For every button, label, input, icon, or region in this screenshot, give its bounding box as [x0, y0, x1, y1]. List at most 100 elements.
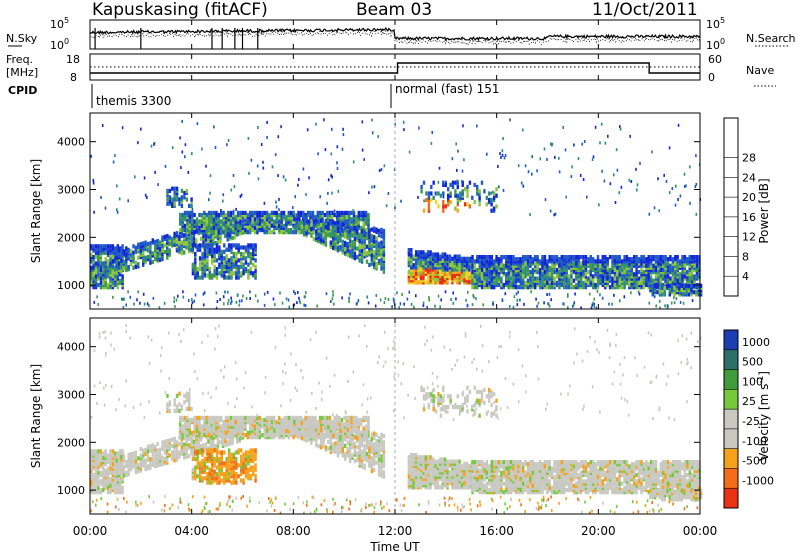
range-cell — [368, 243, 371, 248]
range-cell — [422, 252, 425, 257]
range-cell — [115, 458, 118, 463]
noise-cell — [570, 175, 573, 179]
range-cell — [666, 263, 670, 268]
range-cell — [258, 210, 261, 215]
range-cell — [180, 197, 184, 202]
range-cell — [671, 272, 675, 277]
range-cell — [215, 266, 219, 272]
range-cell — [227, 230, 230, 235]
noise-cell — [214, 146, 217, 149]
range-cell — [240, 273, 243, 278]
range-cell — [625, 259, 629, 264]
range-cell — [635, 280, 638, 285]
range-cell — [201, 251, 204, 257]
range-cell — [216, 240, 220, 245]
range-cell — [282, 428, 286, 433]
range-cell — [111, 449, 115, 454]
range-cell — [657, 276, 660, 281]
range-cell — [251, 215, 254, 220]
range-cell — [311, 210, 315, 215]
ground-cell — [415, 294, 417, 298]
range-cell — [263, 219, 266, 224]
range-cell — [538, 259, 542, 264]
range-cell — [261, 228, 264, 233]
range-cell — [158, 462, 162, 467]
range-cell — [302, 210, 305, 215]
range-cell — [570, 280, 573, 285]
range-cell — [241, 219, 245, 224]
range-cell — [90, 455, 93, 460]
range-cell — [621, 267, 624, 273]
range-cell — [565, 259, 568, 264]
range-cell — [168, 241, 171, 247]
range-cell — [117, 472, 121, 478]
range-cell — [114, 282, 117, 288]
range-cell — [109, 272, 112, 277]
range-cell — [589, 263, 592, 268]
nave-label: Nave — [746, 64, 774, 77]
range-cell — [183, 190, 186, 196]
range-cell — [278, 428, 281, 433]
range-cell — [256, 223, 259, 228]
range-cell — [307, 228, 311, 233]
range-cell — [329, 221, 332, 226]
range-cell — [317, 226, 320, 231]
range-cell — [688, 280, 691, 285]
range-cell — [460, 273, 464, 279]
range-cell — [261, 223, 264, 228]
range-cell — [280, 417, 283, 423]
ground-cell — [637, 290, 640, 294]
range-cell — [685, 288, 688, 293]
range-cell — [642, 255, 646, 260]
range-cell — [447, 200, 450, 205]
range-cell — [208, 251, 211, 257]
range-cell — [117, 261, 121, 266]
range-cell — [129, 249, 133, 254]
ground-cell — [202, 303, 205, 307]
range-cell — [275, 430, 278, 435]
range-cell — [253, 225, 257, 230]
range-cell — [601, 267, 604, 273]
range-cell — [187, 445, 191, 450]
range-cell — [253, 415, 257, 420]
ground-cell — [667, 304, 669, 308]
range-cell — [122, 456, 126, 461]
range-cell — [151, 443, 154, 448]
range-cell — [427, 261, 430, 266]
range-cell — [432, 195, 435, 200]
range-cell — [328, 215, 332, 220]
range-cell — [417, 265, 420, 270]
range-cell — [203, 225, 206, 230]
range-cell — [468, 204, 472, 209]
noise-cell — [305, 193, 307, 197]
range-cell — [214, 232, 217, 237]
range-cell — [230, 249, 233, 254]
noise-cell — [571, 165, 573, 169]
range-cell — [517, 257, 520, 262]
range-cell — [280, 219, 283, 224]
range-cell — [575, 263, 578, 268]
range-cell — [222, 219, 225, 224]
range-cell — [109, 483, 112, 488]
range-cell — [334, 244, 337, 250]
range-cell — [628, 285, 631, 290]
range-cell — [695, 283, 698, 288]
ground-cell — [374, 304, 377, 308]
range-cell — [618, 259, 621, 264]
range-cell — [122, 266, 126, 271]
range-cell — [640, 259, 643, 264]
range-cell — [534, 261, 537, 266]
range-cell — [111, 263, 115, 268]
range-cell — [512, 263, 515, 268]
range-cell — [304, 228, 307, 233]
ground-cell — [682, 292, 685, 295]
range-cell — [261, 433, 264, 438]
range-cell — [225, 254, 228, 259]
range-cell — [129, 257, 133, 262]
range-cell — [282, 420, 286, 425]
range-cell — [471, 195, 474, 200]
range-cell — [640, 255, 643, 260]
noise-cell — [191, 152, 193, 156]
range-cell — [127, 463, 130, 468]
noise-cell — [275, 200, 277, 204]
